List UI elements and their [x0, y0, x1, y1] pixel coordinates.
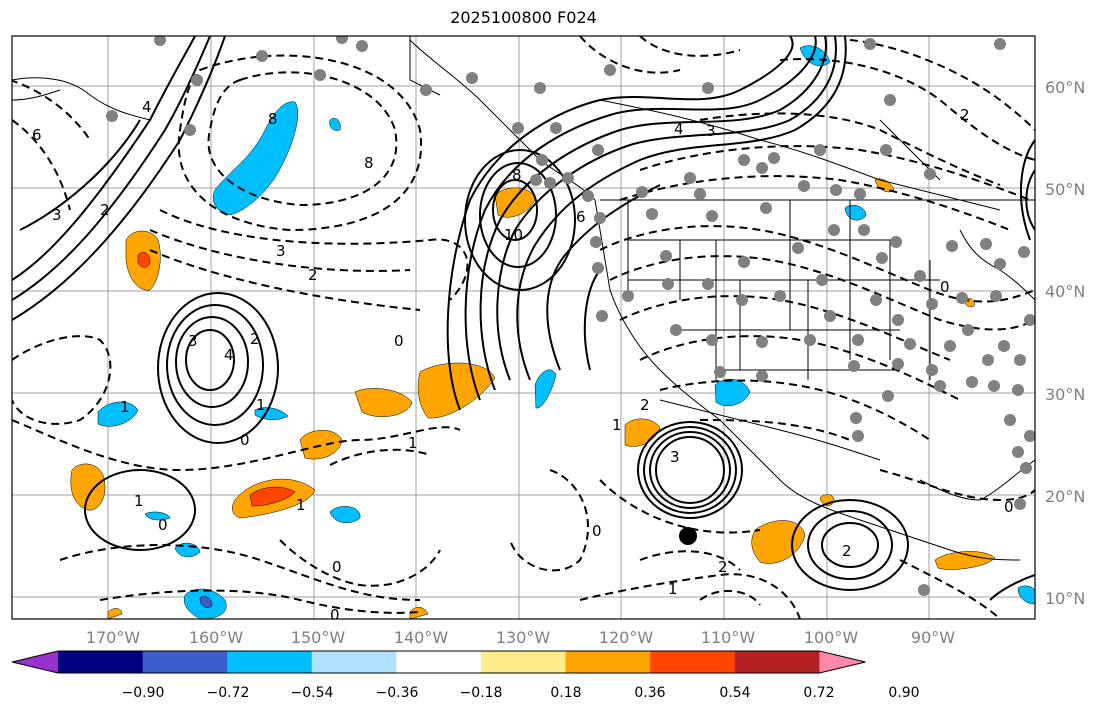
- contour-label: 2: [842, 542, 852, 560]
- contour-label: 0: [158, 516, 168, 534]
- colorbar-tick-label: −0.54: [291, 685, 334, 701]
- lon-label: 160°W: [189, 628, 244, 647]
- colorbar-segment: [734, 651, 820, 673]
- contour-label: 3: [52, 206, 62, 224]
- contour-label: 1: [120, 398, 130, 416]
- contour-label: 8: [364, 154, 374, 172]
- colorbar-segment: [650, 651, 736, 673]
- colorbar-tick-label: −0.18: [460, 685, 503, 701]
- colorbar-tick-label: −0.36: [376, 685, 419, 701]
- colorbar-extend-low: [12, 651, 58, 673]
- contour-label: 1: [296, 496, 306, 514]
- contour-label: 6: [576, 208, 586, 226]
- colorbar-tick-label: 0.54: [719, 685, 750, 701]
- lat-label: 60°N: [1045, 78, 1085, 97]
- solid-contours: [12, 36, 1035, 601]
- lon-label: 110°W: [701, 628, 756, 647]
- lat-label: 10°N: [1045, 589, 1085, 608]
- contour-labels: 6 4 3 2 8 8 3 2 0 3 4 2 1 0 1 1 0 1 0 0 …: [32, 98, 1014, 624]
- colorbar-segment: [227, 651, 313, 673]
- colorbar-tick-label: 0.18: [550, 685, 581, 701]
- contour-label: 0: [240, 431, 250, 449]
- contour-label: 3: [670, 448, 680, 466]
- contour-label: 1: [668, 580, 678, 598]
- lon-label: 130°W: [496, 628, 551, 647]
- contour-label: 0: [940, 278, 950, 296]
- contour-label: 2: [250, 330, 260, 348]
- contour-label: 3: [276, 242, 286, 260]
- contour-label: 2: [640, 396, 650, 414]
- colorbar-tick-label: 0.36: [634, 685, 665, 701]
- latitude-labels: 60°N 50°N 40°N 30°N 20°N 10°N: [1045, 78, 1085, 608]
- contour-label: 0: [332, 558, 342, 576]
- lat-label: 50°N: [1045, 180, 1085, 199]
- coastlines: [12, 36, 1035, 561]
- plot-frame: [11, 35, 1036, 620]
- negative-anomaly-shading: [97, 45, 1035, 619]
- colorbar-tick-label: −0.90: [122, 685, 165, 701]
- contour-label: 8: [268, 110, 278, 128]
- lon-label: 140°W: [394, 628, 449, 647]
- contour-label: 3: [188, 332, 198, 350]
- dashed-contours: [12, 36, 1035, 619]
- contour-label: 4: [142, 98, 152, 116]
- station-markers: [106, 36, 1035, 596]
- colorbar-tick-label: −0.72: [207, 685, 250, 701]
- contour-label: 0: [330, 606, 340, 624]
- contour-label: 1: [256, 396, 266, 414]
- lon-label: 90°W: [911, 628, 955, 647]
- contour-label: 1: [408, 434, 418, 452]
- colorbar: [11, 650, 866, 674]
- contour-label: 3: [706, 122, 716, 140]
- lat-label: 40°N: [1045, 282, 1085, 301]
- contour-label: 0: [592, 522, 602, 540]
- contour-label: 6: [32, 126, 42, 144]
- positive-anomaly-shading: [70, 178, 996, 619]
- colorbar-tick-label: 0.90: [888, 685, 919, 701]
- contour-label: 4: [224, 346, 234, 364]
- colorbar-segment: [311, 651, 397, 673]
- contour-label: 1: [612, 416, 622, 434]
- lat-label: 30°N: [1045, 385, 1085, 404]
- contour-label: 0: [394, 332, 404, 350]
- map-title: 2025100800 F024: [450, 8, 597, 27]
- contour-label: 4: [674, 120, 684, 138]
- longitude-labels: 170°W 160°W 150°W 140°W 130°W 120°W 110°…: [86, 628, 955, 647]
- contour-label: 2: [718, 558, 728, 576]
- storm-center-marker: [679, 527, 697, 545]
- contour-label: 2: [100, 201, 110, 219]
- contour-label: 2: [960, 106, 970, 124]
- lon-label: 120°W: [599, 628, 654, 647]
- lat-label: 20°N: [1045, 487, 1085, 506]
- colorbar-extend-high: [819, 651, 866, 673]
- colorbar-tick-labels: −0.90 −0.72 −0.54 −0.36 −0.18 0.18 0.36 …: [122, 685, 920, 701]
- colorbar-segment: [481, 651, 567, 673]
- contour-label: 8: [512, 166, 522, 184]
- colorbar-outline: [11, 650, 866, 674]
- lon-label: 100°W: [804, 628, 859, 647]
- colorbar-segment: [58, 651, 144, 673]
- contour-label: 10: [504, 226, 523, 244]
- lon-label: 150°W: [291, 628, 346, 647]
- colorbar-segment: [142, 651, 228, 673]
- contour-label: 1: [134, 492, 144, 510]
- colorbar-tick-label: 0.72: [803, 685, 834, 701]
- graticule: [12, 36, 1035, 619]
- lon-label: 170°W: [86, 628, 141, 647]
- colorbar-segment: [565, 651, 651, 673]
- colorbar-segment: [396, 651, 482, 673]
- contour-label: 2: [308, 266, 318, 284]
- contour-label: 0: [1004, 498, 1014, 516]
